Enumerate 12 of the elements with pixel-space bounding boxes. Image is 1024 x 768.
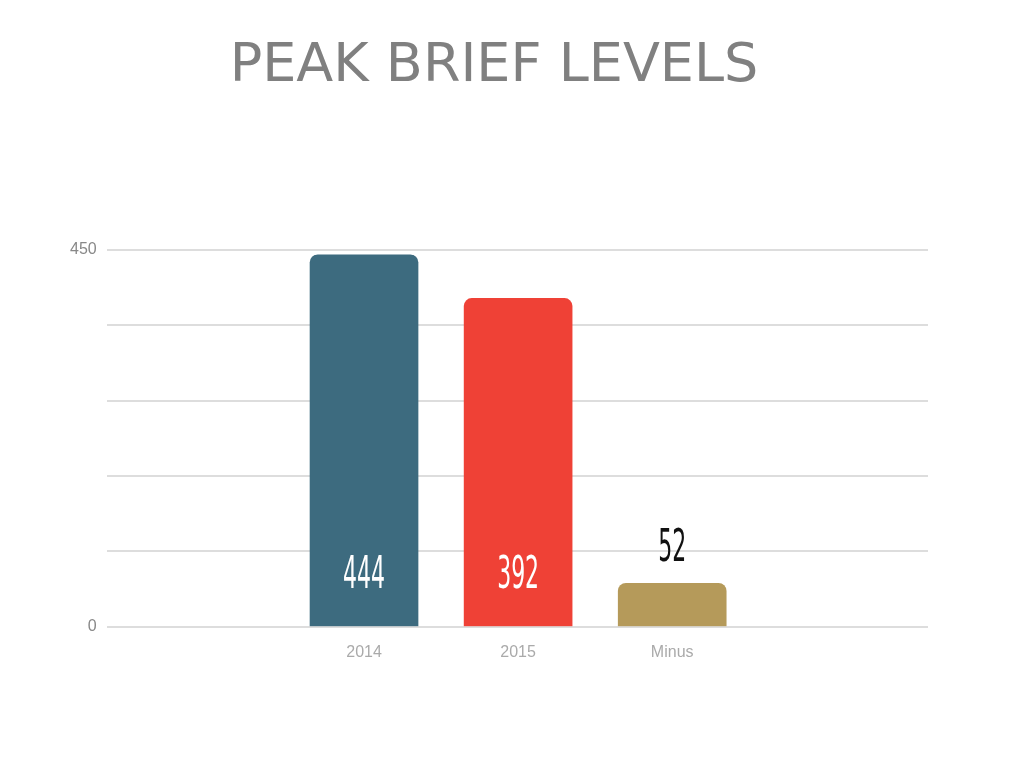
- y-tick-label: 450: [69, 240, 97, 258]
- data-label: 444: [343, 547, 386, 598]
- data-label: 52: [658, 520, 687, 572]
- y-tick-label: 0: [87, 617, 97, 635]
- x-tick-label: Minus: [650, 642, 694, 660]
- data-label: 392: [497, 547, 540, 598]
- x-tick-label: 2014: [346, 642, 382, 660]
- bar: [617, 582, 727, 627]
- bar: [463, 298, 573, 627]
- x-tick-label: 2015: [500, 642, 537, 660]
- chart-title: PEAK BRIEF LEVELS: [229, 31, 759, 95]
- bar: [309, 254, 419, 627]
